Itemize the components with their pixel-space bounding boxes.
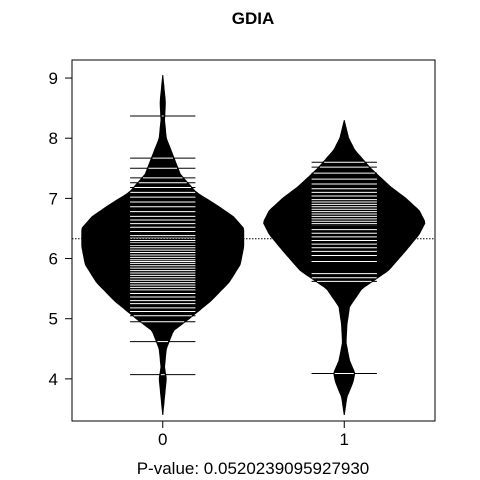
beans-layer xyxy=(81,74,426,416)
chart-title: GDIA xyxy=(232,9,275,28)
y-tick-label: 7 xyxy=(49,189,58,208)
x-axis-label: P-value: 0.0520239095927930 xyxy=(137,459,370,478)
x-tick-label: 0 xyxy=(158,430,167,449)
x-tick-label: 1 xyxy=(340,430,349,449)
y-tick-label: 4 xyxy=(49,370,58,389)
y-axis: 4 5 6 7 8 9 xyxy=(49,69,72,389)
plot-frame xyxy=(71,59,436,422)
bean-density-1 xyxy=(263,120,426,416)
bean-1 xyxy=(263,120,426,416)
y-tick-label: 6 xyxy=(49,250,58,269)
bean-0 xyxy=(81,74,245,416)
y-tick-label: 5 xyxy=(49,310,58,329)
y-tick-label: 9 xyxy=(49,69,58,88)
y-tick-label: 8 xyxy=(49,129,58,148)
